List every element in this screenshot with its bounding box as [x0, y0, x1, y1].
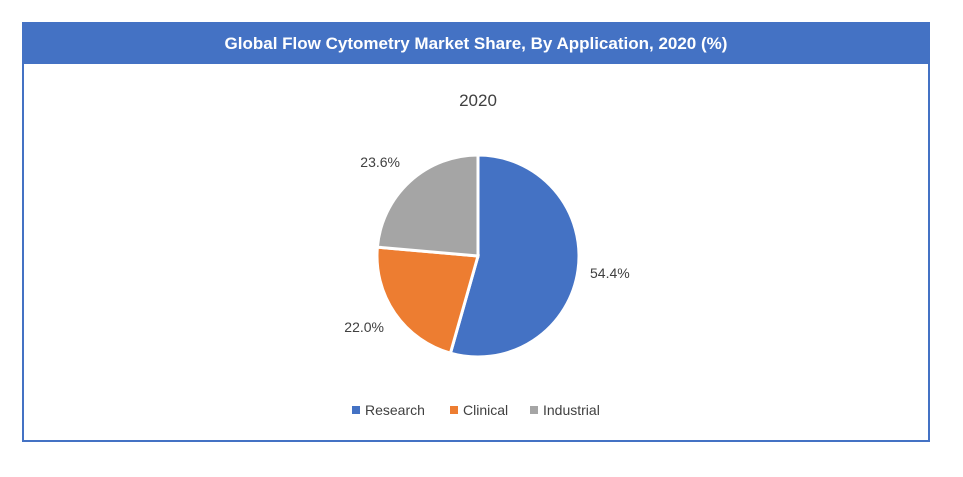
legend-label-research: Research	[365, 402, 425, 418]
banner-title: Global Flow Cytometry Market Share, By A…	[24, 24, 928, 64]
legend-label-industrial: Industrial	[543, 402, 600, 418]
legend-swatch-industrial	[530, 406, 538, 414]
slice-label-research: 54.4%	[590, 265, 630, 281]
slice-labels: 54.4% 22.0% 23.6%	[344, 154, 629, 335]
pie-slice-industrial	[375, 153, 480, 258]
pie-slices	[375, 153, 581, 359]
slice-label-clinical: 22.0%	[344, 319, 384, 335]
pie-slice-research	[448, 153, 581, 359]
legend-swatch-clinical	[450, 406, 458, 414]
legend-swatch-research	[352, 406, 360, 414]
legend-label-clinical: Clinical	[463, 402, 508, 418]
chart-frame: Global Flow Cytometry Market Share, By A…	[22, 22, 930, 442]
legend: Research Clinical Industrial	[352, 402, 600, 418]
chart-title: 2020	[459, 91, 497, 110]
pie-slice-clinical	[375, 245, 480, 356]
slice-label-industrial: 23.6%	[360, 154, 400, 170]
